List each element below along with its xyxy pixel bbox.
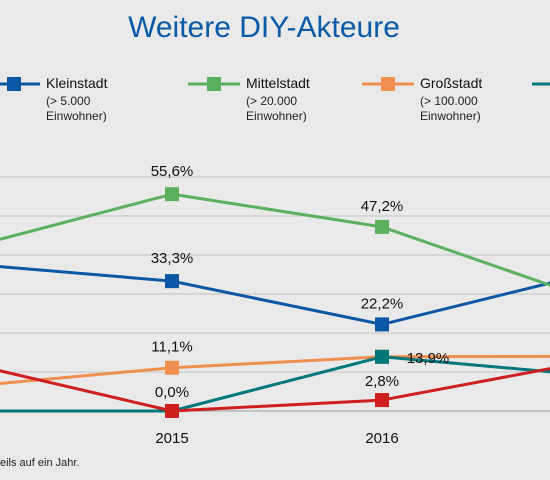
data-point [165, 404, 179, 418]
data-label: 13,9% [407, 350, 450, 367]
footnote: eils auf ein Jahr. [0, 457, 80, 469]
data-point [375, 393, 389, 408]
series-line [0, 354, 550, 385]
data-label: 11,1% [151, 339, 192, 356]
data-label: 47,2% [361, 198, 404, 215]
data-point [165, 360, 179, 375]
series-markers [165, 187, 389, 418]
legend-sublabel: Einwohner) [246, 109, 307, 123]
legend-label: Großstadt [420, 75, 482, 91]
legend-marker [207, 77, 221, 91]
data-point [375, 317, 389, 332]
data-label: 22,2% [361, 295, 404, 312]
data-point [165, 274, 179, 289]
legend-sublabel: (> 5.000 [46, 94, 91, 108]
legend-item [532, 82, 550, 86]
data-label: 33,3% [151, 250, 194, 267]
data-label: 2,8% [365, 373, 399, 390]
data-point [375, 349, 389, 364]
data-labels: 33,3% 22,2% 55,6% 47,2% 11,1% 13,9% 0,0% 2,8% [151, 163, 450, 401]
data-label: 0,0% [155, 384, 189, 401]
legend-label: Mittelstadt [246, 75, 310, 91]
chart-title: Weitere DIY-Akteure [128, 11, 400, 44]
series-line [0, 192, 550, 287]
series-line [0, 355, 550, 413]
x-tick-label: 2016 [365, 430, 398, 447]
legend-marker [7, 77, 21, 91]
legend-marker [381, 77, 395, 91]
legend-sublabel: Einwohner) [420, 109, 481, 123]
legend-sublabel: (> 20.000 [246, 94, 297, 108]
legend-sublabel: (> 100.000 [420, 94, 478, 108]
legend: Kleinstadt(> 5.000Einwohner)Mittelstadt(… [0, 75, 550, 123]
legend-label: Kleinstadt [46, 75, 108, 91]
x-axis-ticks: 2015 2016 [155, 430, 398, 447]
series-line [0, 265, 550, 326]
legend-sublabel: Einwohner) [46, 109, 107, 123]
series-lines [0, 192, 550, 413]
data-point [165, 187, 179, 202]
gridlines [0, 176, 550, 412]
series-line [0, 367, 550, 413]
data-label: 55,6% [151, 163, 194, 180]
data-point [375, 219, 389, 234]
x-tick-label: 2015 [155, 430, 188, 447]
